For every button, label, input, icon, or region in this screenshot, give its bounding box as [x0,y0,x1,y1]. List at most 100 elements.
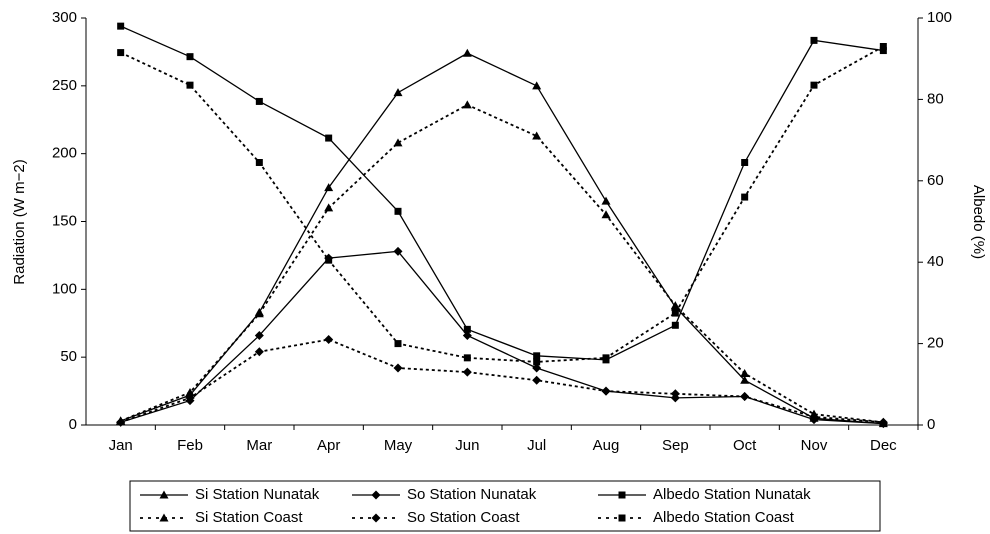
data-point [462,48,472,57]
data-point [116,417,126,427]
data-point [185,387,195,396]
legend-label: So Station Coast [407,509,520,526]
y2-tick-label: 40 [927,253,944,270]
data-point [394,207,402,215]
data-point [741,158,749,166]
data-point [462,100,472,109]
x-tick-label: Oct [733,437,757,454]
x-tick-label: May [384,437,413,454]
legend-marker [159,513,169,522]
x-tick-label: Mar [246,437,272,454]
legend-label: Si Station Coast [195,509,303,526]
data-point [117,49,125,57]
data-point [878,417,888,427]
data-point [741,193,749,201]
x-tick-label: Apr [317,437,340,454]
x-tick-label: Feb [177,437,203,454]
y-tick-label: 100 [52,280,77,297]
data-point [117,22,125,30]
series-line [120,250,884,425]
data-point [532,363,542,373]
legend-label: So Station Nunatak [407,486,537,503]
data-point [254,309,264,318]
data-point [393,246,403,256]
y2-tick-label: 100 [927,9,952,26]
data-point [740,368,750,377]
legend-marker [371,490,381,500]
data-point [325,134,333,142]
x-tick-label: Jan [109,437,133,454]
data-point [879,42,887,50]
data-point [394,340,402,348]
legend-label: Albedo Station Coast [653,509,795,526]
data-point [324,183,334,192]
data-point [601,196,611,205]
y2-tick-label: 20 [927,335,944,352]
data-point [255,158,263,166]
x-tick-label: Nov [801,437,828,454]
data-point [810,81,818,89]
data-point [462,330,472,340]
data-point [463,354,471,362]
data-point [186,53,194,61]
data-point [532,81,542,90]
data-point [532,375,542,385]
data-point [740,392,750,402]
data-point [324,335,334,345]
y-tick-label: 50 [60,348,77,365]
series-line [120,45,884,363]
y2-tick-label: 80 [927,90,944,107]
x-tick-label: Dec [870,437,897,454]
y2-axis-label: Albedo (%) [970,185,987,259]
series-line [120,338,884,424]
data-point [809,412,819,422]
legend-marker [371,513,381,523]
data-point [393,88,403,97]
data-point [254,330,264,340]
data-point [186,81,194,89]
data-point [670,389,680,399]
x-tick-label: Sep [662,437,689,454]
y2-tick-label: 0 [927,416,935,433]
data-point [254,347,264,357]
data-point [462,367,472,377]
series-line [120,103,884,424]
data-point [810,36,818,44]
y2-tick-label: 60 [927,172,944,189]
data-point [533,358,541,366]
data-point [325,256,333,264]
legend-label: Albedo Station Nunatak [653,486,811,503]
x-tick-label: Jun [455,437,479,454]
legend-label: Si Station Nunatak [195,486,320,503]
data-point [533,352,541,360]
y-tick-label: 250 [52,77,77,94]
x-tick-label: Aug [593,437,620,454]
x-tick-label: Jul [527,437,546,454]
y-axis-label: Radiation (W m−2) [11,159,28,284]
legend-box [129,480,881,532]
data-point [601,386,611,396]
data-point [324,203,334,212]
data-point [601,210,611,219]
series-line [120,25,884,361]
legend-marker [159,490,169,499]
legend-marker [618,514,626,522]
y-tick-label: 300 [52,9,77,26]
data-point [602,354,610,362]
data-point [393,138,403,147]
data-point [671,309,679,317]
data-point [670,301,680,310]
y-tick-label: 200 [52,145,77,162]
data-point [255,97,263,105]
y-tick-label: 0 [69,416,77,433]
legend-marker [618,491,626,499]
y-tick-label: 150 [52,212,77,229]
data-point [532,131,542,140]
data-point [671,321,679,329]
data-point [185,393,195,403]
data-point [463,325,471,333]
data-point [393,363,403,373]
data-point [740,375,750,384]
